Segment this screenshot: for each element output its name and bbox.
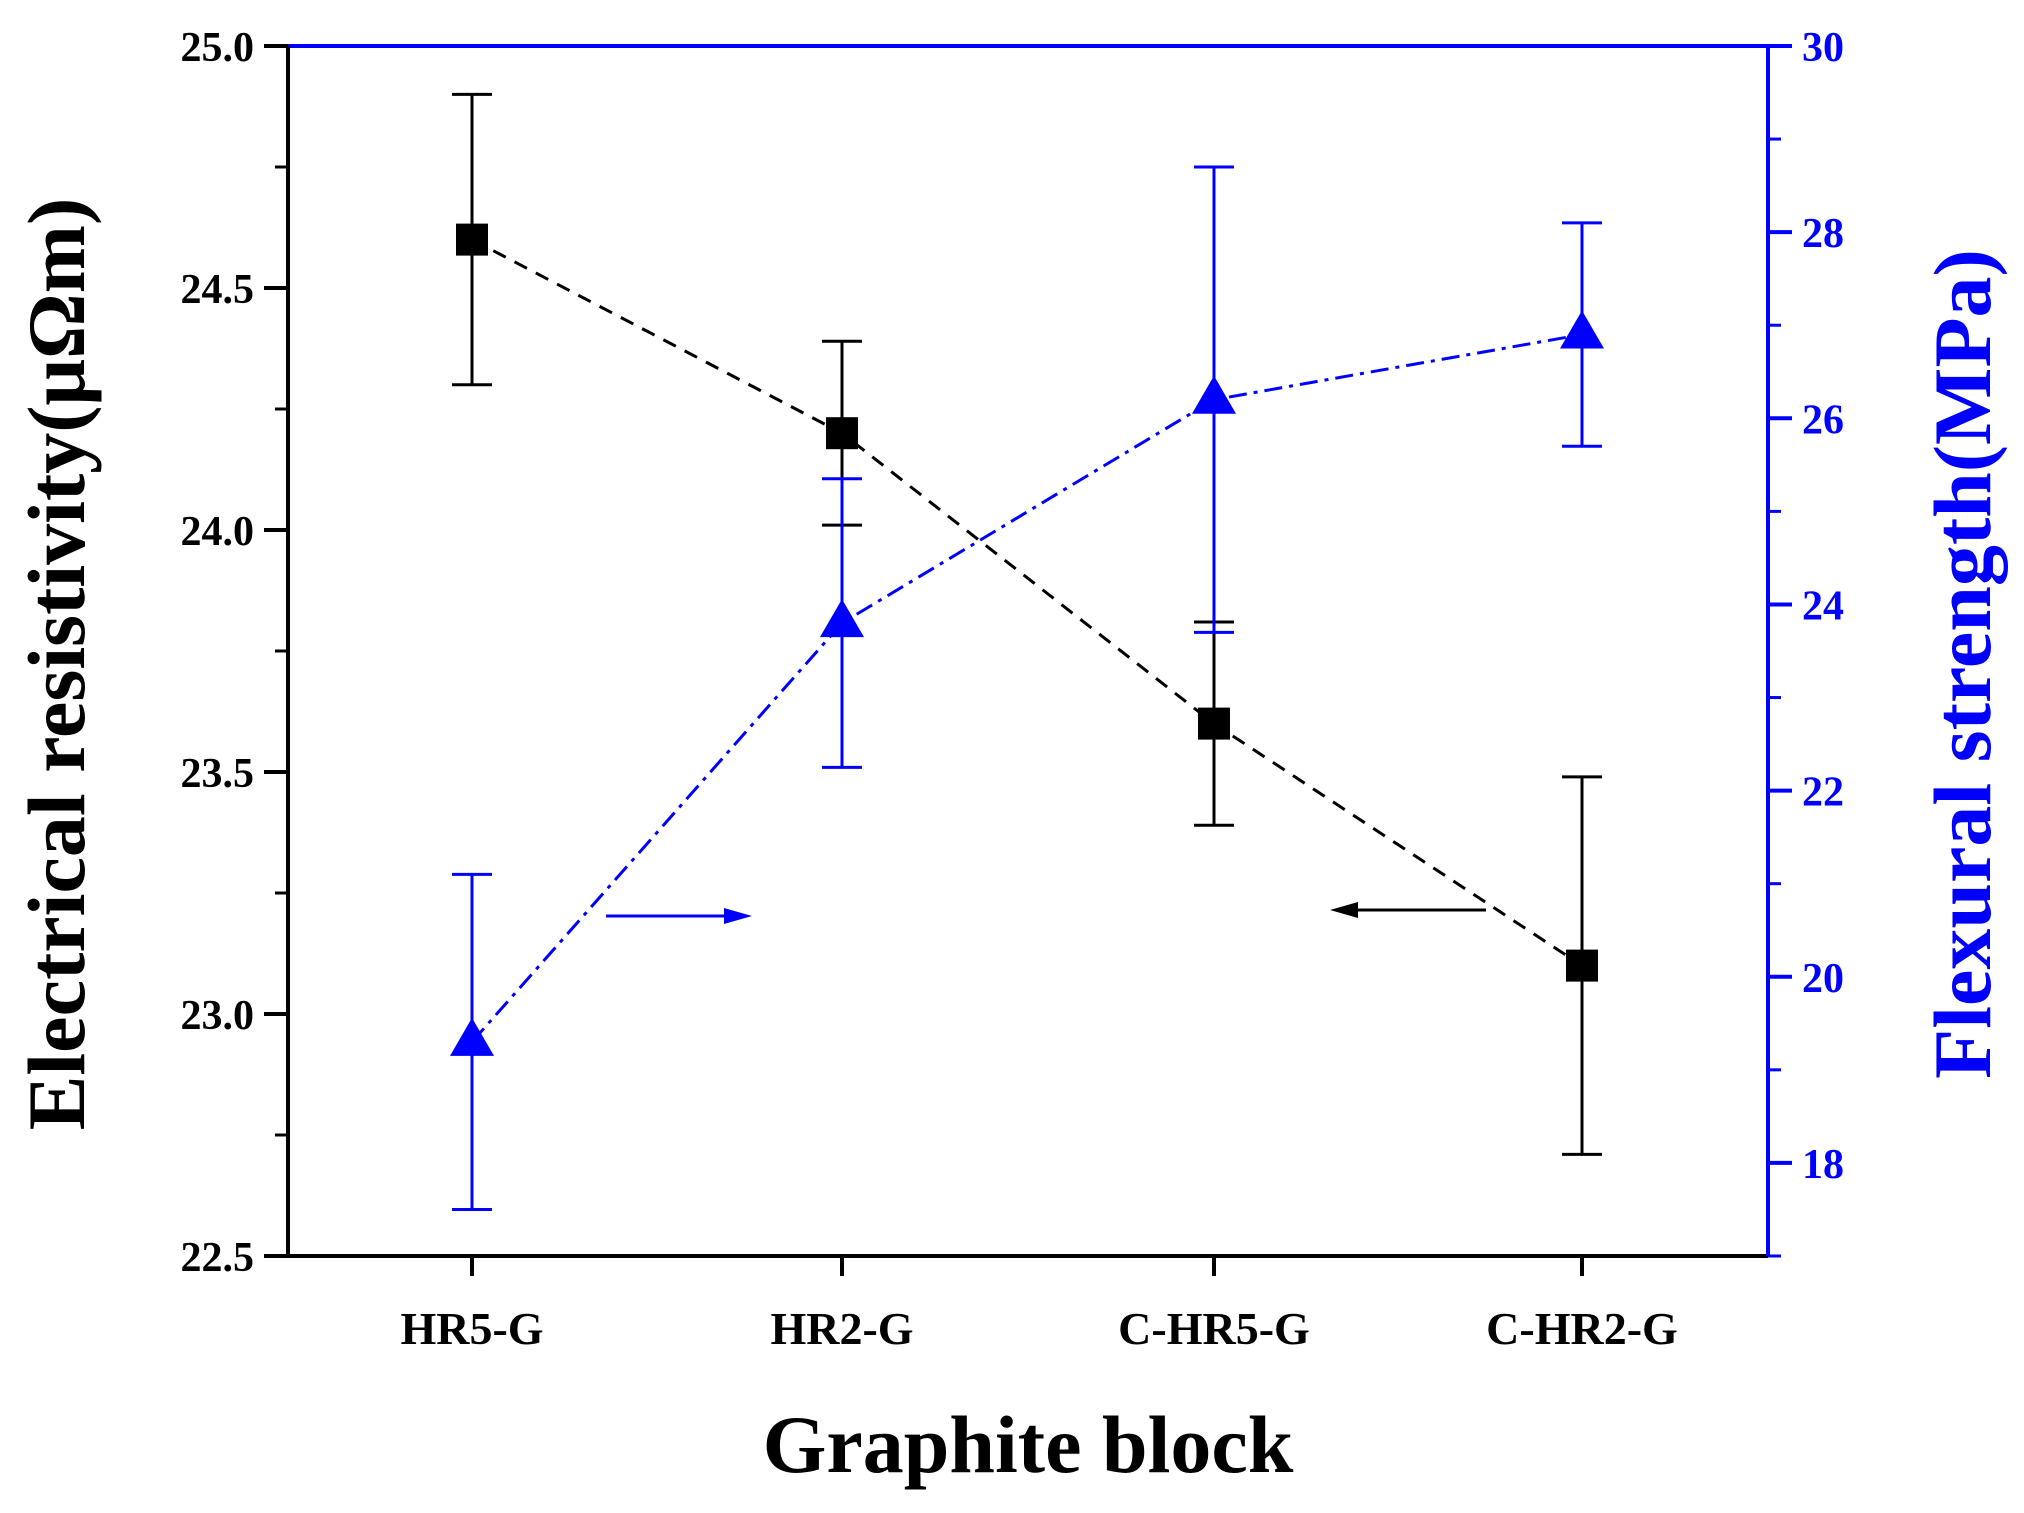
series-1-line: [471, 238, 1583, 967]
plot-frame: [286, 44, 1770, 1258]
right-tick-label: 22: [1802, 770, 1844, 816]
left-pointing-arrowhead: [1330, 902, 1358, 918]
x-tick-label: C-HR2-G: [1486, 1303, 1678, 1354]
right-axis-title: Flexural strength(MPa): [1917, 249, 2008, 1079]
x-axis: HR5-G HR2-G C-HR5-G C-HR2-G: [400, 1256, 1678, 1354]
x-axis-title: Graphite block: [763, 1399, 1294, 1490]
right-tick-label: 18: [1802, 1142, 1844, 1188]
left-tick-label: 22.5: [181, 1235, 255, 1281]
right-pointing-arrowhead: [724, 908, 752, 924]
left-tick-label: 23.0: [181, 993, 255, 1039]
series-layer: [450, 92, 1604, 1211]
annotation-layer: [606, 902, 1486, 924]
series-2-triangle-point: [1192, 375, 1236, 414]
series-2-line: [470, 333, 1583, 1043]
x-tick-label: HR5-G: [400, 1303, 543, 1354]
series-2-triangle-point: [820, 599, 864, 638]
series-1-square-point: [826, 417, 858, 450]
series-2-triangle-point: [1560, 310, 1604, 349]
right-tick-label: 28: [1802, 211, 1844, 257]
left-tick-label: 23.5: [181, 751, 255, 797]
right-tick-label: 20: [1802, 956, 1844, 1002]
left-tick-label: 24.5: [181, 267, 255, 313]
left-axis-title: Electrical resistivity(μΩm): [11, 198, 102, 1131]
right-axis: 18 20 22 24 26 28 30: [1768, 25, 1844, 1258]
series-1-square-point: [456, 223, 488, 256]
right-tick-label: 30: [1802, 25, 1844, 71]
left-axis: 22.5 23.0 23.5 24.0 24.5 25.0: [181, 25, 288, 1281]
left-tick-label: 24.0: [181, 509, 255, 555]
series-2-triangle-point: [450, 1017, 494, 1056]
right-tick-label: 24: [1802, 583, 1844, 629]
series-1-square-point: [1198, 707, 1230, 740]
x-tick-label: HR2-G: [770, 1303, 913, 1354]
left-tick-label: 25.0: [181, 25, 255, 71]
x-tick-label: C-HR5-G: [1118, 1303, 1310, 1354]
series-1-square-point: [1566, 949, 1598, 982]
right-tick-label: 26: [1802, 397, 1844, 443]
